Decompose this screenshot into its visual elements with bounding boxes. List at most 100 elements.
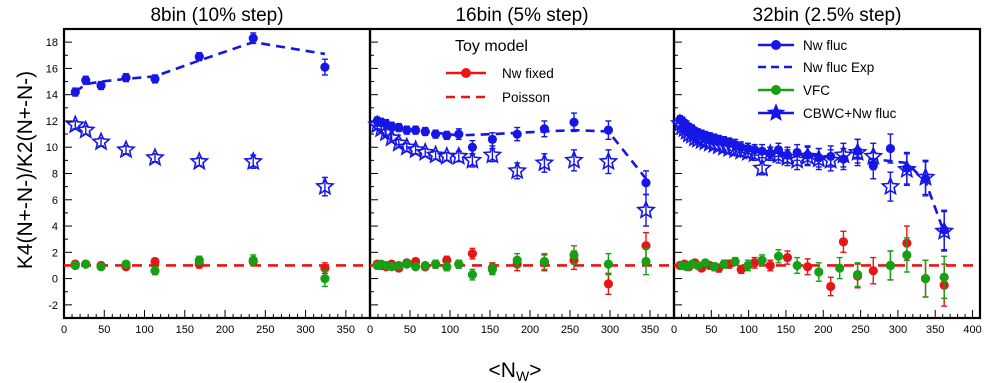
circle-marker bbox=[765, 260, 775, 271]
series-nw-fluc-exp bbox=[376, 119, 648, 180]
circle-marker bbox=[194, 51, 204, 62]
star-marker bbox=[396, 136, 417, 156]
circle-marker bbox=[248, 33, 258, 43]
legend-header: Toy model bbox=[455, 38, 528, 55]
circle-marker bbox=[320, 273, 330, 284]
circle-marker bbox=[838, 237, 849, 247]
series-nw-fluc-exp bbox=[74, 40, 326, 94]
circle-marker bbox=[420, 260, 430, 271]
star-marker bbox=[847, 141, 868, 162]
star-marker bbox=[751, 157, 773, 177]
star-marker bbox=[744, 143, 765, 163]
legend-item-poisson: Poisson bbox=[446, 90, 550, 105]
star-marker bbox=[405, 139, 426, 159]
legend-nw-fluc-label: Nw fluc bbox=[803, 38, 848, 53]
circle-marker bbox=[487, 264, 497, 274]
x-axis-label: <NW> bbox=[489, 359, 542, 383]
star-marker bbox=[90, 131, 112, 151]
circle-marker bbox=[939, 272, 949, 282]
star-marker bbox=[598, 151, 619, 171]
series-cbwc-nw-fluc bbox=[367, 114, 657, 227]
x-tick-label: 150 bbox=[777, 324, 795, 336]
circle-marker bbox=[194, 255, 204, 265]
y-tick-label: 12 bbox=[46, 116, 58, 128]
panel-2: 16bin (5% step) 0 50 100 150 200 250 300 350 bbox=[367, 5, 676, 336]
series-vfc bbox=[372, 245, 651, 281]
star-marker bbox=[243, 151, 264, 171]
y-tick-label: 16 bbox=[46, 63, 58, 75]
star-marker bbox=[314, 176, 335, 196]
circle-marker bbox=[641, 256, 651, 267]
y-tick-label: 10 bbox=[46, 142, 58, 154]
circle-marker bbox=[792, 260, 802, 271]
circle-marker bbox=[121, 73, 131, 83]
circle-marker bbox=[835, 263, 845, 273]
circle-marker bbox=[121, 259, 131, 269]
star-marker bbox=[144, 147, 166, 167]
legend-vfc-marker bbox=[771, 85, 781, 95]
star-marker bbox=[75, 119, 96, 139]
circle-marker bbox=[885, 260, 896, 271]
star-marker bbox=[462, 149, 483, 169]
star-marker bbox=[189, 151, 210, 171]
star-marker bbox=[672, 115, 693, 135]
star-marker bbox=[482, 144, 503, 164]
x-tick-label: 200 bbox=[521, 324, 539, 336]
star-marker bbox=[797, 145, 818, 165]
star-marker bbox=[669, 112, 691, 133]
circle-marker bbox=[431, 259, 441, 269]
circle-marker bbox=[467, 249, 477, 259]
star-marker bbox=[415, 141, 436, 162]
legend-cbwc-marker bbox=[766, 103, 786, 121]
circle-marker bbox=[782, 252, 793, 263]
circle-marker bbox=[693, 260, 703, 271]
legend-item-nw-fluc: Nw fluc bbox=[758, 38, 848, 53]
panel-1: 8bin (10% step)0 50 100 150 200 250 300 350-202… bbox=[46, 5, 372, 336]
circle-marker bbox=[150, 256, 160, 267]
x-tick-label: 100 bbox=[135, 324, 153, 336]
x-tick-label: 250 bbox=[561, 324, 579, 336]
x-tick-label: 350 bbox=[926, 324, 944, 336]
series-nw-fluc bbox=[70, 32, 330, 97]
y-tick-label: 2 bbox=[52, 247, 58, 259]
x-tick-label: 400 bbox=[963, 324, 981, 336]
circle-marker bbox=[442, 130, 452, 141]
x-tick-label: 200 bbox=[216, 324, 234, 336]
exp-line bbox=[376, 119, 648, 180]
x-tick-label: 50 bbox=[705, 324, 717, 336]
x-tick-label: 50 bbox=[404, 324, 416, 336]
x-tick-label: 150 bbox=[176, 324, 194, 336]
circle-marker bbox=[150, 266, 160, 276]
x-tick-label: 250 bbox=[256, 324, 274, 336]
star-marker bbox=[768, 144, 789, 164]
legend-cbwc-label: CBWC+Nw fluc bbox=[803, 106, 897, 121]
legend-vfc-label: VFC bbox=[803, 83, 830, 98]
circle-marker bbox=[826, 281, 836, 292]
y-axis-label-group: K4(N+-N-)/K2(N+-N-) bbox=[14, 71, 37, 269]
series-nw-fluc bbox=[675, 114, 949, 251]
y-tick-label: 6 bbox=[52, 195, 58, 207]
legend-item-nw-fixed: Nw fixed bbox=[446, 66, 554, 81]
x-axis-label-start: <N bbox=[489, 359, 516, 382]
circle-marker bbox=[442, 262, 452, 272]
x-tick-label: 300 bbox=[296, 324, 314, 336]
legend-toy-model: Toy model Nw fixed Poisson bbox=[446, 38, 554, 105]
x-tick-label: 300 bbox=[889, 324, 907, 336]
panel-title: 8bin (10% step) bbox=[150, 5, 283, 26]
y-tick-label: -2 bbox=[48, 300, 58, 312]
circle-marker bbox=[467, 142, 477, 152]
circle-marker bbox=[411, 125, 421, 135]
circle-marker bbox=[487, 134, 497, 144]
circle-marker bbox=[709, 262, 719, 272]
exp-line bbox=[679, 119, 946, 234]
series-cbwc-nw-fluc bbox=[65, 114, 335, 197]
circle-marker bbox=[539, 256, 550, 267]
legend-nw-fluc-exp-label: Nw fluc Exp bbox=[803, 60, 874, 75]
circle-marker bbox=[743, 260, 753, 271]
circle-marker bbox=[248, 255, 258, 265]
x-tick-label: 100 bbox=[739, 324, 757, 336]
circle-marker bbox=[320, 62, 330, 72]
x-tick-label: 350 bbox=[337, 324, 355, 336]
circle-marker bbox=[736, 264, 746, 274]
